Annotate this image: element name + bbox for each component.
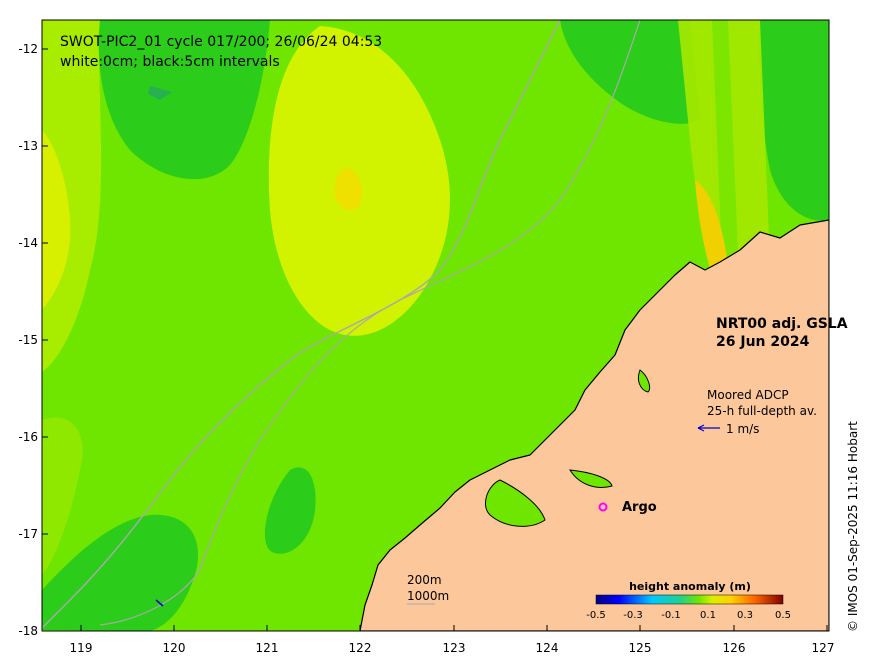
- adcp-scale-arrow: [697, 424, 720, 432]
- bathymetry-label-1000m: 1000m: [407, 589, 449, 603]
- y-tick-label: -18: [18, 624, 38, 638]
- bathymetry-200m: [42, 20, 561, 629]
- adcp-vector: [155, 599, 164, 607]
- swot-nadir-gap: [712, 20, 738, 260]
- bathymetry-label-200m: 200m: [407, 573, 442, 587]
- adcp-legend-title: Moored ADCP: [707, 388, 789, 402]
- argo-label: Argo: [622, 500, 657, 515]
- y-tick-label: -15: [18, 333, 38, 347]
- anomaly-low-mid: [264, 467, 316, 554]
- colorbar-title: height anomaly (m): [629, 580, 751, 593]
- copyright-credit: © IMOS 01-Sep-2025 11:16 Hobart: [846, 421, 860, 632]
- x-tick-label: 120: [163, 641, 186, 655]
- x-tick-label: 122: [349, 641, 372, 655]
- adcp-legend-subtitle: 25-h full-depth av.: [707, 404, 817, 418]
- map-plot-area: [42, 20, 829, 631]
- inlet-north: [637, 369, 651, 393]
- swot-high-anomaly: [695, 180, 728, 285]
- anomaly-low-spot: [148, 86, 172, 100]
- figure-subtitle: white:0cm; black:5cm intervals: [60, 54, 280, 70]
- y-tick-label: -16: [18, 430, 38, 444]
- colorbar: [595, 594, 784, 605]
- y-tick-label: -14: [18, 236, 38, 250]
- colorbar-tick: -0.3: [623, 610, 643, 621]
- x-tick-label: 121: [256, 641, 279, 655]
- anomaly-low-north: [98, 20, 270, 180]
- x-tick-label: 125: [629, 641, 652, 655]
- king-sound: [485, 479, 546, 527]
- x-tick-label: 123: [443, 641, 466, 655]
- anomaly-low-far-northeast: [759, 20, 829, 221]
- argo-marker: [598, 502, 608, 512]
- x-tick-label: 126: [723, 641, 746, 655]
- product-date: 26 Jun 2024: [716, 334, 810, 350]
- x-axis: 119 120 121 122 123 124 125 126 127: [70, 625, 835, 655]
- colorbar-tick: 0.3: [737, 610, 753, 621]
- product-name: NRT00 adj. GSLA: [716, 316, 848, 332]
- bathymetry-1000m: [99, 20, 641, 626]
- x-tick-label: 127: [812, 641, 835, 655]
- y-tick-label: -13: [18, 139, 38, 153]
- colorbar-tick: -0.5: [586, 610, 606, 621]
- colorbar-tick: 0.1: [700, 610, 716, 621]
- adcp-scale-label: 1 m/s: [726, 422, 759, 436]
- land-kimberley: [359, 219, 829, 631]
- colorbar-ticks: -0.5 -0.3 -0.1 0.1 0.3 0.5: [586, 610, 791, 621]
- y-tick-label: -17: [18, 527, 38, 541]
- anomaly-blob-southwest: [42, 417, 83, 575]
- plot-frame: [41, 19, 830, 632]
- anomaly-peak-central: [334, 168, 362, 211]
- anomaly-low-northeast: [560, 20, 700, 124]
- figure-title: SWOT-PIC2_01 cycle 017/200; 26/06/24 04:…: [60, 34, 382, 50]
- anomaly-blob-west-core: [42, 130, 71, 310]
- x-tick-label: 119: [70, 641, 93, 655]
- x-tick-label: 124: [536, 641, 559, 655]
- y-tick-label: -12: [18, 42, 38, 56]
- colorbar-tick: -0.1: [661, 610, 681, 621]
- inlet: [569, 469, 613, 488]
- y-axis: -12 -13 -14 -15 -16 -17 -18: [18, 42, 48, 638]
- colorbar-tick: 0.5: [775, 610, 791, 621]
